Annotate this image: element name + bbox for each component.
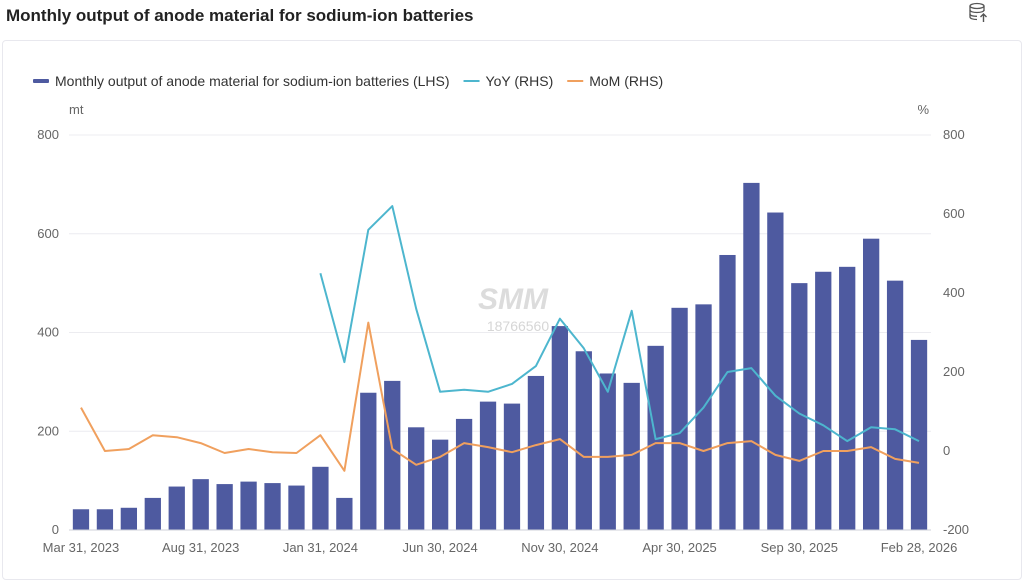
x-axis-tick-label: Aug 31, 2023	[162, 540, 239, 555]
line-series	[80, 205, 920, 472]
left-axis-tick-label: 800	[37, 127, 59, 142]
bar	[455, 418, 473, 530]
watermark: SMM 18766560	[478, 283, 549, 334]
left-axis-tick-label: 400	[37, 325, 59, 340]
watermark-logo: SMM	[478, 283, 549, 316]
page-title: Monthly output of anode material for sod…	[6, 6, 474, 25]
bar	[503, 403, 521, 530]
x-axis-tick-label: Jan 31, 2024	[283, 540, 358, 555]
left-axis-tick-label: 0	[52, 522, 59, 537]
bar	[216, 484, 233, 530]
bar	[551, 326, 569, 530]
bar	[96, 509, 114, 530]
x-axis-tick-label: Apr 30, 2025	[642, 540, 716, 555]
bar	[886, 280, 904, 530]
x-axis-tick-label: Jun 30, 2024	[403, 540, 478, 555]
axes: 0 200 400 600 800 -200 0 200 400 600 800 Mar 31, 20…	[37, 127, 969, 555]
bar	[144, 497, 161, 530]
x-axis-tick-label: Nov 30, 2024	[521, 540, 598, 555]
right-axis-tick-label: 800	[943, 127, 965, 142]
right-axis-tick-label: 200	[943, 364, 965, 379]
bar	[623, 382, 640, 530]
bar	[910, 339, 928, 530]
bar	[575, 351, 592, 530]
x-axis-tick-label: Mar 31, 2023	[43, 540, 120, 555]
bar	[384, 380, 401, 530]
bar	[719, 254, 736, 530]
bar	[408, 427, 425, 530]
left-axis-unit: mt	[69, 102, 84, 117]
legend-label: MoM (RHS)	[589, 73, 663, 89]
bar	[312, 466, 329, 530]
left-axis-tick-label: 200	[37, 423, 59, 438]
x-axis-tick-label: Sep 30, 2025	[761, 540, 838, 555]
bar	[479, 401, 497, 530]
bar	[695, 304, 712, 530]
bar	[791, 283, 808, 530]
watermark-text: 18766560	[487, 318, 550, 334]
bar	[527, 375, 545, 530]
bar	[767, 212, 784, 531]
bar	[336, 497, 353, 530]
right-axis-tick-label: 600	[943, 206, 965, 221]
bar	[815, 271, 832, 530]
legend-label: YoY (RHS)	[486, 73, 554, 89]
bar	[192, 479, 209, 530]
bar	[839, 266, 856, 530]
legend-item-mom[interactable]: MoM (RHS)	[567, 73, 663, 89]
chart: SMM 18766560 0 200 400 600 800 -200 0 200 400 600…	[33, 73, 969, 555]
chart-card: SMM 18766560 0 200 400 600 800 -200 0 200 400 600…	[2, 40, 1022, 580]
bar	[264, 483, 281, 530]
bar	[862, 238, 880, 530]
x-axis-tick-label: Feb 28, 2026	[881, 540, 958, 555]
bar	[743, 182, 760, 531]
bar-series	[72, 182, 928, 531]
bar	[599, 373, 616, 530]
legend-marker	[33, 79, 49, 83]
legend-label: Monthly output of anode material for sod…	[55, 73, 450, 89]
bar	[431, 439, 449, 530]
legend: Monthly output of anode material for sod…	[33, 73, 663, 89]
bar	[240, 481, 257, 530]
legend-item-output[interactable]: Monthly output of anode material for sod…	[33, 73, 450, 89]
database-export-icon[interactable]	[968, 2, 990, 24]
left-axis-tick-label: 600	[37, 226, 59, 241]
right-axis-tick-label: 400	[943, 285, 965, 300]
mom-line	[80, 321, 920, 472]
right-axis-unit: %	[917, 102, 929, 117]
right-axis-tick-label: -200	[943, 522, 969, 537]
bar	[288, 485, 305, 530]
bar	[72, 509, 90, 530]
legend-item-yoy[interactable]: YoY (RHS)	[463, 73, 554, 89]
bar	[360, 392, 377, 530]
bar	[120, 507, 138, 530]
right-axis-tick-label: 0	[943, 443, 950, 458]
yoy-line	[319, 205, 920, 443]
bar	[168, 486, 185, 530]
bar	[671, 307, 688, 530]
